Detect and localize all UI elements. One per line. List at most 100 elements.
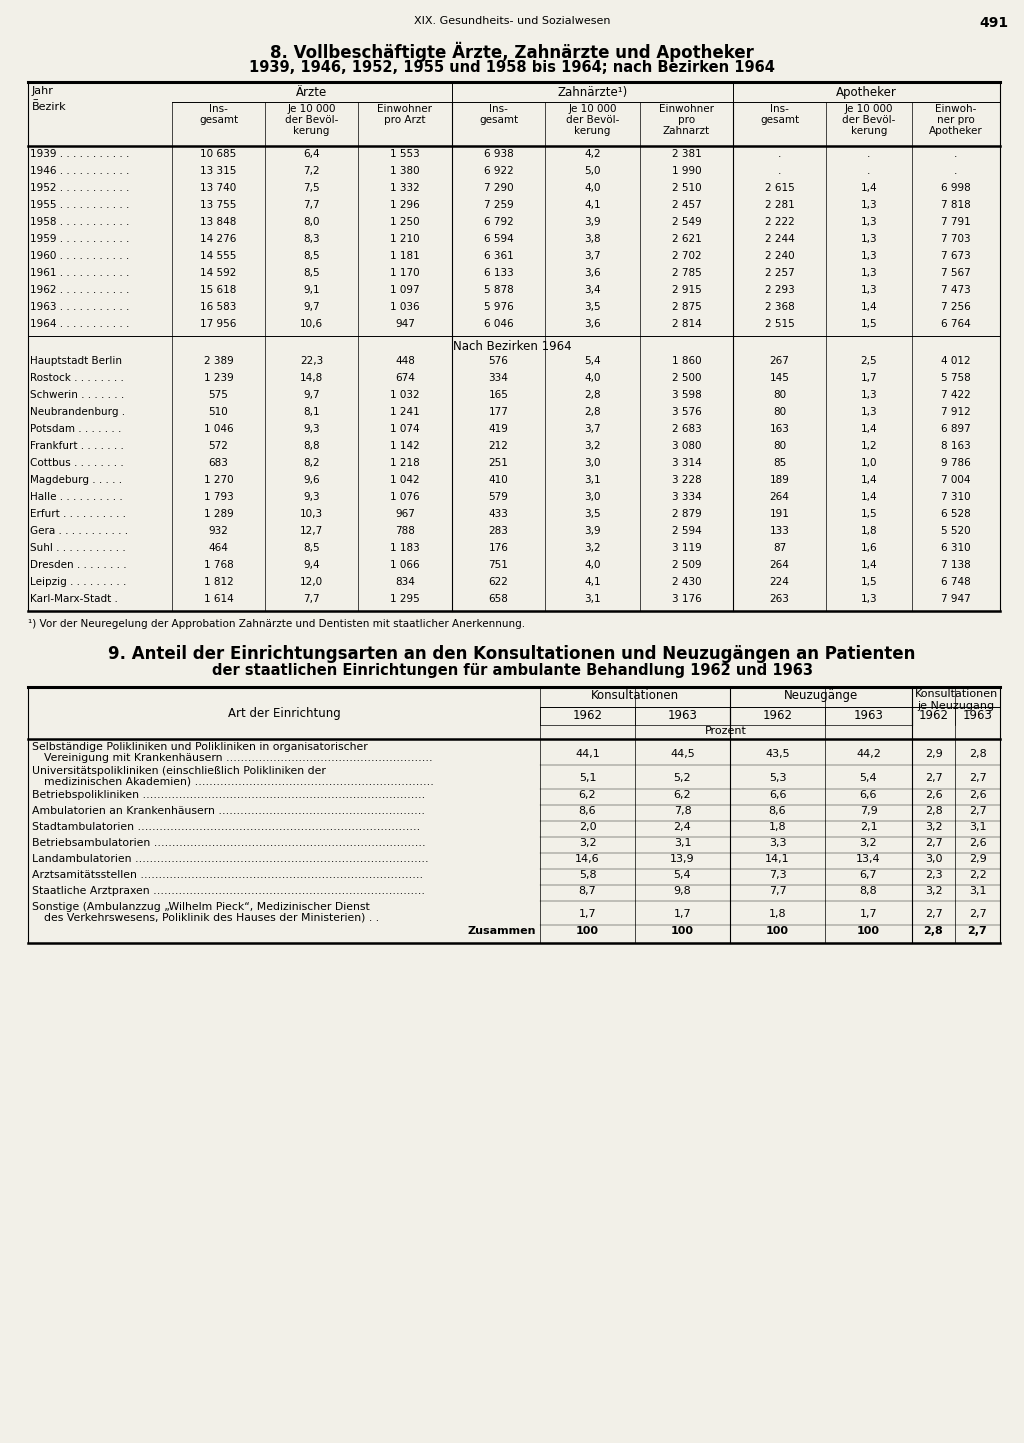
Text: 1,5: 1,5 [861,509,878,519]
Text: 3 176: 3 176 [672,595,701,605]
Text: Einwoh-: Einwoh- [935,104,977,114]
Text: 1 042: 1 042 [390,475,420,485]
Text: 2,9: 2,9 [969,854,986,864]
Text: 10,3: 10,3 [300,509,323,519]
Text: 1963: 1963 [963,709,992,722]
Text: 1 170: 1 170 [390,268,420,278]
Text: 1 218: 1 218 [390,457,420,468]
Text: 683: 683 [209,457,228,468]
Text: Betriebsambulatorien …………………………………………………………………: Betriebsambulatorien …………………………………………………… [32,838,426,848]
Text: 1964 . . . . . . . . . . .: 1964 . . . . . . . . . . . [30,319,129,329]
Text: Prozent: Prozent [706,726,746,736]
Text: 3 314: 3 314 [672,457,701,468]
Text: 14 592: 14 592 [201,268,237,278]
Text: 7,7: 7,7 [303,595,319,605]
Text: 3,0: 3,0 [585,492,601,502]
Text: 2 244: 2 244 [765,234,795,244]
Text: 80: 80 [773,390,786,400]
Text: gesamt: gesamt [199,115,238,126]
Text: 2 430: 2 430 [672,577,701,587]
Text: 3,4: 3,4 [584,286,601,294]
Text: 8,6: 8,6 [769,807,786,815]
Text: 2,0: 2,0 [579,823,596,833]
Text: 2 257: 2 257 [765,268,795,278]
Text: 13 848: 13 848 [201,216,237,227]
Text: Selbständige Polikliniken und Polikliniken in organisatorischer: Selbständige Polikliniken und Poliklinik… [32,742,368,752]
Text: 3,1: 3,1 [584,595,601,605]
Text: 6,2: 6,2 [579,789,596,799]
Text: 7 473: 7 473 [941,286,971,294]
Text: Stadtambulatorien ……………………………………………………………………: Stadtambulatorien …………………………………………………………… [32,823,420,833]
Text: 1 250: 1 250 [390,216,420,227]
Text: 3,3: 3,3 [769,838,786,848]
Text: 2 702: 2 702 [672,251,701,261]
Text: 8,6: 8,6 [579,807,596,815]
Text: 1,4: 1,4 [861,492,878,502]
Text: 2,8: 2,8 [924,926,943,937]
Text: 7 259: 7 259 [483,201,513,211]
Text: 3,1: 3,1 [969,886,986,896]
Text: 13,9: 13,9 [670,854,695,864]
Text: 1 614: 1 614 [204,595,233,605]
Text: 4,0: 4,0 [585,560,601,570]
Text: 14,6: 14,6 [575,854,600,864]
Text: 6 764: 6 764 [941,319,971,329]
Text: 2,8: 2,8 [969,749,986,759]
Text: 1,7: 1,7 [860,909,878,919]
Text: Frankfurt . . . . . . .: Frankfurt . . . . . . . [30,442,124,452]
Text: 2,8: 2,8 [584,390,601,400]
Text: Nach Bezirken 1964: Nach Bezirken 1964 [453,341,571,354]
Text: 5,4: 5,4 [584,356,601,367]
Text: Ärzte: Ärzte [296,87,328,100]
Text: 9,7: 9,7 [303,390,319,400]
Text: 4,0: 4,0 [585,183,601,193]
Text: 1,0: 1,0 [861,457,878,468]
Text: Bezirk: Bezirk [32,102,67,113]
Text: 5,4: 5,4 [674,870,691,880]
Text: 7 422: 7 422 [941,390,971,400]
Text: .: . [778,166,781,176]
Text: 8,5: 8,5 [303,251,319,261]
Text: 1 097: 1 097 [390,286,420,294]
Text: Zahnärzte¹): Zahnärzte¹) [557,87,628,100]
Text: 1952 . . . . . . . . . . .: 1952 . . . . . . . . . . . [30,183,129,193]
Text: 1 032: 1 032 [390,390,420,400]
Text: 1,3: 1,3 [861,286,878,294]
Text: 2 683: 2 683 [672,424,701,434]
Text: kerung: kerung [574,126,610,136]
Text: 5 878: 5 878 [483,286,513,294]
Text: 2,7: 2,7 [969,909,986,919]
Text: 1962: 1962 [763,709,793,722]
Text: 8 163: 8 163 [941,442,971,452]
Text: 2,6: 2,6 [969,838,986,848]
Text: 1,3: 1,3 [861,595,878,605]
Text: 448: 448 [395,356,415,367]
Text: der Bevöl-: der Bevöl- [843,115,896,126]
Text: 2,7: 2,7 [969,807,986,815]
Text: Apotheker: Apotheker [929,126,983,136]
Text: 622: 622 [488,577,509,587]
Text: 3,1: 3,1 [674,838,691,848]
Text: 7,7: 7,7 [769,886,786,896]
Text: .: . [954,166,957,176]
Text: 1,5: 1,5 [861,577,878,587]
Text: 334: 334 [488,372,509,382]
Text: 2,2: 2,2 [969,870,986,880]
Text: 8,7: 8,7 [579,886,596,896]
Text: Hauptstadt Berlin: Hauptstadt Berlin [30,356,122,367]
Text: Einwohner: Einwohner [378,104,432,114]
Text: 8,8: 8,8 [303,442,319,452]
Text: Schwerin . . . . . . .: Schwerin . . . . . . . [30,390,124,400]
Text: 1946 . . . . . . . . . . .: 1946 . . . . . . . . . . . [30,166,129,176]
Text: 2 879: 2 879 [672,509,701,519]
Text: 3,0: 3,0 [585,457,601,468]
Text: 576: 576 [488,356,509,367]
Text: 12,7: 12,7 [300,527,324,535]
Text: 2 814: 2 814 [672,319,701,329]
Text: 1 289: 1 289 [204,509,233,519]
Text: 834: 834 [395,577,415,587]
Text: Staatliche Arztpraxen …………………………………………………………………: Staatliche Arztpraxen ………………………………………………… [32,886,425,896]
Text: .: . [778,149,781,159]
Text: 1962: 1962 [919,709,948,722]
Text: 1,4: 1,4 [861,560,878,570]
